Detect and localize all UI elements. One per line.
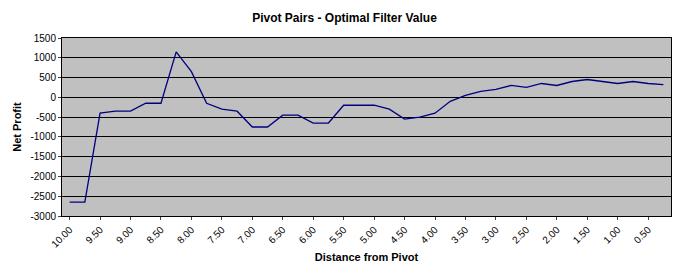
svg-text:2.50: 2.50 bbox=[510, 224, 532, 246]
svg-text:3.00: 3.00 bbox=[479, 224, 501, 246]
svg-text:9.00: 9.00 bbox=[114, 224, 136, 246]
svg-text:3.50: 3.50 bbox=[449, 224, 471, 246]
svg-text:8.50: 8.50 bbox=[144, 224, 166, 246]
svg-text:0: 0 bbox=[50, 92, 56, 103]
svg-text:Net Profit: Net Profit bbox=[11, 102, 23, 152]
svg-text:Distance from Pivot: Distance from Pivot bbox=[315, 251, 419, 263]
svg-text:-2500: -2500 bbox=[30, 191, 56, 202]
svg-text:1.00: 1.00 bbox=[601, 224, 623, 246]
svg-text:Pivot Pairs - Optimal Filter V: Pivot Pairs - Optimal Filter Value bbox=[252, 11, 437, 25]
svg-text:7.00: 7.00 bbox=[236, 224, 258, 246]
svg-text:500: 500 bbox=[39, 72, 56, 83]
svg-text:2.00: 2.00 bbox=[540, 224, 562, 246]
svg-text:6.00: 6.00 bbox=[297, 224, 319, 246]
svg-text:-3000: -3000 bbox=[30, 211, 56, 222]
svg-text:1500: 1500 bbox=[34, 33, 57, 44]
svg-text:-1000: -1000 bbox=[30, 131, 56, 142]
svg-text:6.50: 6.50 bbox=[266, 224, 288, 246]
svg-text:-1500: -1500 bbox=[30, 151, 56, 162]
svg-text:5.50: 5.50 bbox=[327, 224, 349, 246]
svg-text:-500: -500 bbox=[36, 112, 56, 123]
svg-text:1000: 1000 bbox=[34, 52, 57, 63]
svg-text:9.50: 9.50 bbox=[83, 224, 105, 246]
svg-text:8.00: 8.00 bbox=[175, 224, 197, 246]
svg-text:7.50: 7.50 bbox=[205, 224, 227, 246]
svg-text:1.50: 1.50 bbox=[571, 224, 593, 246]
svg-text:5.00: 5.00 bbox=[358, 224, 380, 246]
svg-text:4.00: 4.00 bbox=[418, 224, 440, 246]
svg-text:-2000: -2000 bbox=[30, 171, 56, 182]
svg-text:0.50: 0.50 bbox=[632, 224, 654, 246]
svg-text:4.50: 4.50 bbox=[388, 224, 410, 246]
svg-text:10.00: 10.00 bbox=[49, 224, 75, 250]
